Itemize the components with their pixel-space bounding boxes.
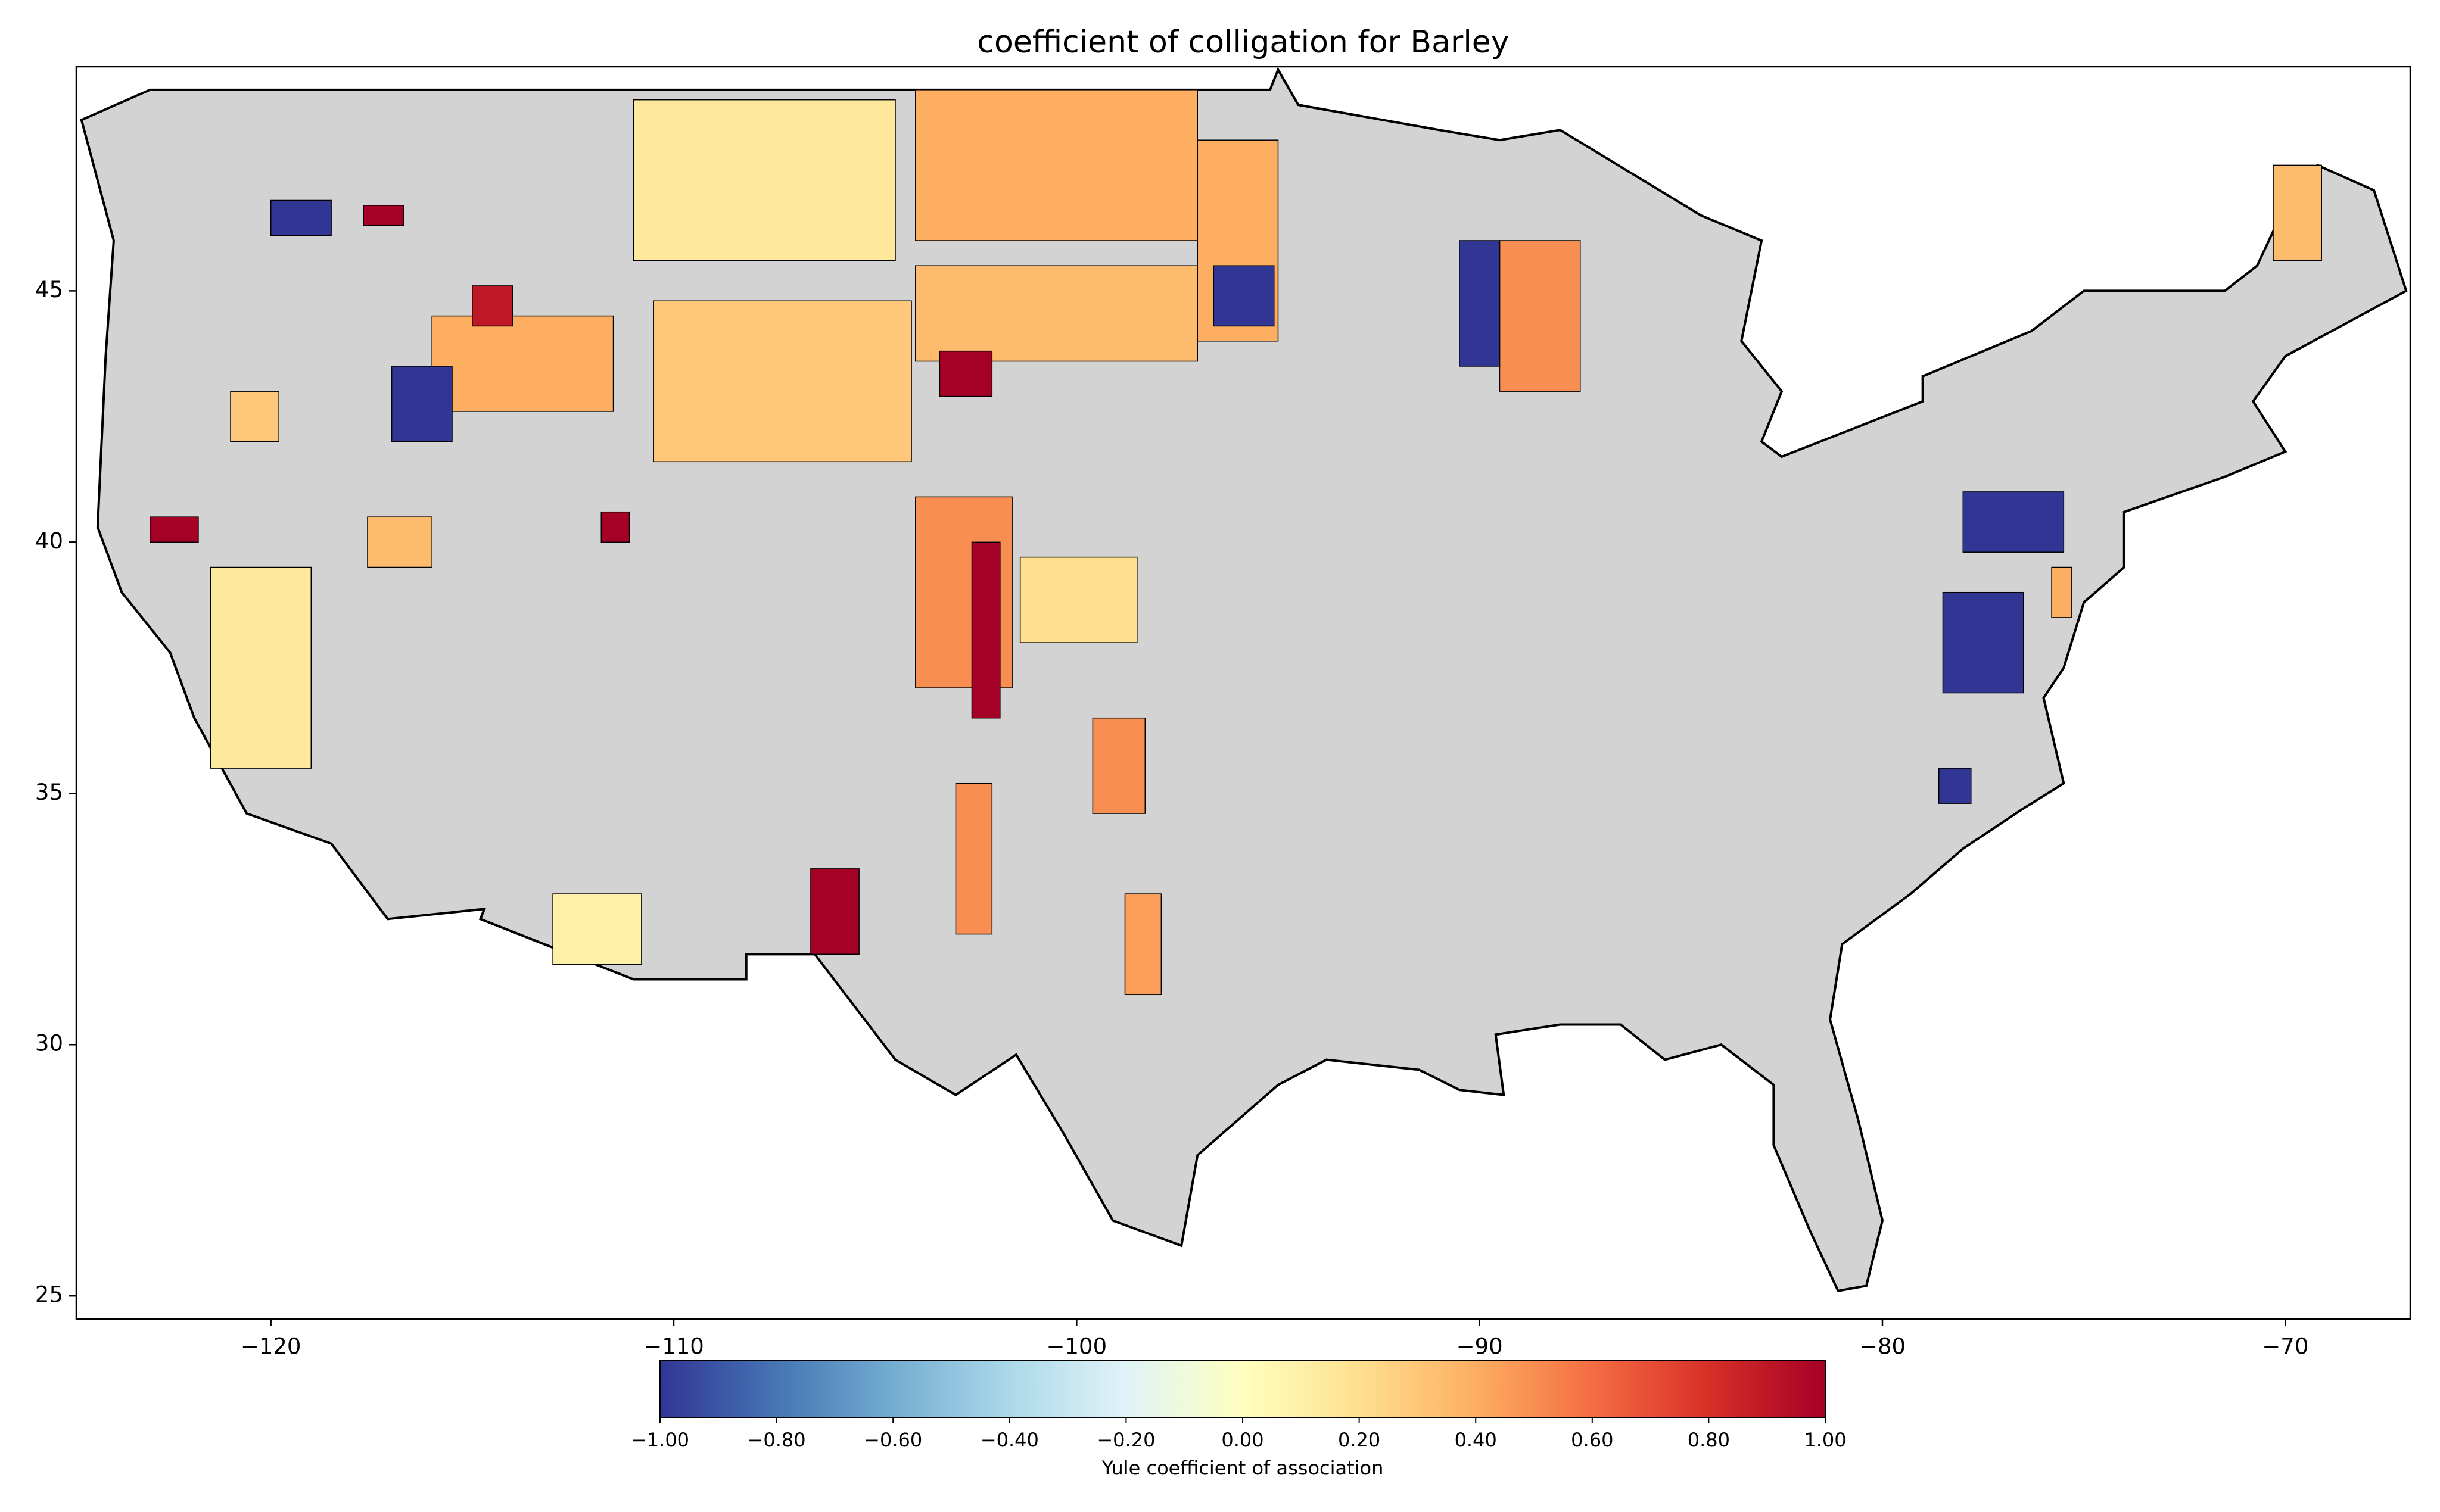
county-group (915, 89, 1198, 241)
colorbar-tick-label: −0.80 (748, 1429, 806, 1451)
county-group (955, 783, 993, 935)
colorbar-tick-label: 0.40 (1455, 1429, 1497, 1451)
x-tick-label: −70 (2262, 1334, 2308, 1360)
county-group (391, 366, 453, 442)
colorbar-tick-label: −0.40 (981, 1429, 1039, 1451)
county-group (431, 315, 614, 412)
x-tick-label: −90 (1456, 1334, 1503, 1360)
county-group (210, 566, 312, 769)
county-group (653, 300, 912, 463)
county-group (552, 893, 642, 965)
county-group (1942, 591, 2024, 694)
colorbar-tick-label: −1.00 (631, 1429, 689, 1451)
county-group (270, 199, 332, 236)
county-group (1019, 556, 1138, 643)
county-group (1962, 491, 2065, 553)
county-group (939, 350, 993, 397)
county-group (150, 516, 199, 543)
county-group (810, 868, 860, 955)
county-group (367, 516, 432, 568)
x-tick-label: −110 (643, 1334, 704, 1360)
map-title: coefficient of colligation for Barley (977, 24, 1509, 60)
colorbar-tick-label: 1.00 (1804, 1429, 1846, 1451)
y-tick-label: 40 (35, 528, 63, 554)
colorbar-label: Yule coefficient of association (1101, 1457, 1384, 1479)
county-group (915, 265, 1198, 362)
y-tick-label: 30 (35, 1031, 63, 1056)
county-group (1092, 717, 1146, 814)
county-group (971, 541, 1001, 719)
county-group (2051, 566, 2072, 618)
colorbar-tick-label: 0.00 (1221, 1429, 1263, 1451)
county-group (363, 205, 404, 226)
county-group (1459, 240, 1501, 367)
colorbar-tick-label: 0.20 (1338, 1429, 1380, 1451)
x-tick-label: −80 (1859, 1334, 1906, 1360)
colorbar-tick-label: 0.60 (1571, 1429, 1613, 1451)
county-group (633, 99, 896, 261)
colorbar-tick-label: −0.20 (1097, 1429, 1155, 1451)
x-tick-label: −120 (241, 1334, 301, 1360)
y-tick-label: 45 (35, 277, 63, 303)
county-group (230, 391, 279, 442)
county-group (1499, 240, 1581, 392)
county-group (472, 285, 513, 327)
colorbar-tick-label: −0.60 (864, 1429, 922, 1451)
county-group (600, 511, 630, 543)
county-group (2273, 164, 2322, 261)
county-group (1938, 768, 1972, 804)
colorbar-tick-label: 0.80 (1688, 1429, 1730, 1451)
axes-frame (75, 66, 2411, 1320)
colorbar (659, 1360, 1826, 1418)
y-tick-label: 25 (35, 1282, 63, 1308)
county-group (1124, 893, 1162, 995)
y-tick-label: 35 (35, 780, 63, 805)
x-tick-label: −100 (1047, 1334, 1107, 1360)
county-group (1213, 265, 1275, 327)
